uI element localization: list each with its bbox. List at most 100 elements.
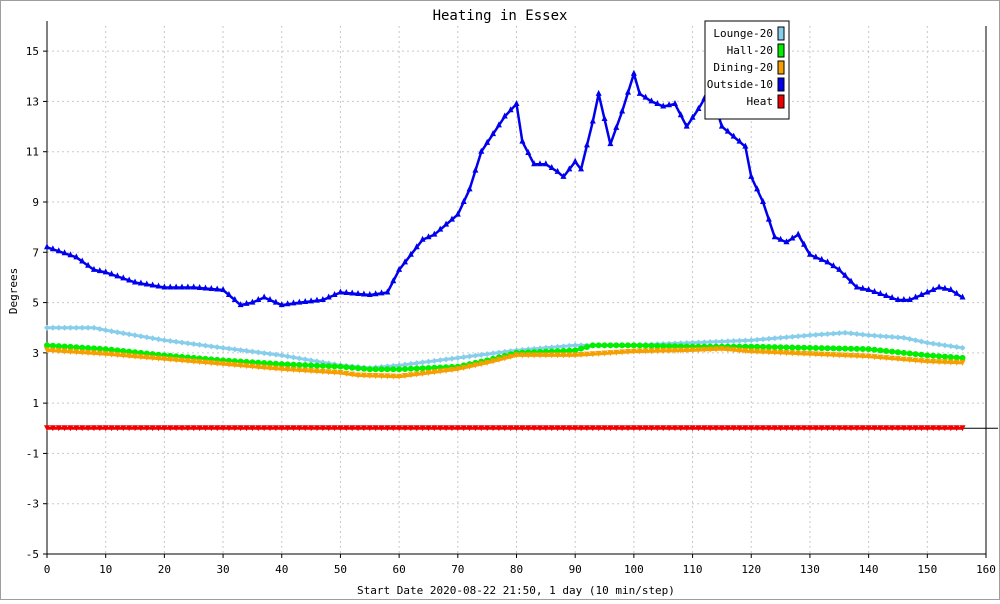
- legend-swatch: [777, 60, 785, 75]
- data-point: [783, 350, 790, 357]
- data-point: [765, 343, 772, 350]
- legend-label: Outside-10: [707, 78, 773, 91]
- data-point: [906, 357, 913, 364]
- data-point: [237, 425, 244, 432]
- data-point: [795, 344, 802, 351]
- data-point: [466, 425, 473, 432]
- data-point: [783, 425, 790, 432]
- x-tick-label: 60: [393, 563, 406, 576]
- data-point: [460, 364, 467, 371]
- data-point: [184, 425, 191, 432]
- data-point: [947, 343, 954, 350]
- data-point: [701, 425, 708, 432]
- data-point: [384, 425, 391, 432]
- data-point: [589, 425, 596, 432]
- data-point: [912, 337, 919, 344]
- data-point: [853, 331, 860, 337]
- data-point: [865, 286, 872, 292]
- data-point: [642, 93, 649, 100]
- data-point: [114, 425, 121, 432]
- data-point: [848, 352, 855, 359]
- data-point: [143, 334, 150, 341]
- data-point: [889, 355, 896, 362]
- data-point: [237, 301, 244, 308]
- data-point: [748, 172, 755, 179]
- data-point: [495, 349, 502, 356]
- data-point: [583, 351, 590, 358]
- data-point: [495, 356, 502, 363]
- data-point: [754, 348, 761, 355]
- data-point: [936, 359, 943, 366]
- data-point: [85, 344, 92, 351]
- data-point: [572, 425, 579, 432]
- data-point: [61, 324, 68, 331]
- data-point: [308, 368, 315, 375]
- data-point: [812, 351, 819, 358]
- data-point: [660, 425, 667, 432]
- data-point: [231, 362, 238, 369]
- data-point: [859, 331, 866, 338]
- data-point: [765, 425, 772, 432]
- data-point: [894, 349, 901, 356]
- data-point: [607, 350, 614, 357]
- data-point: [666, 347, 673, 354]
- data-point: [853, 283, 860, 290]
- data-point: [578, 425, 585, 432]
- data-point: [284, 300, 291, 307]
- data-point: [413, 360, 420, 367]
- data-point: [953, 289, 960, 296]
- data-point: [900, 296, 907, 303]
- data-point: [302, 356, 309, 363]
- data-point: [583, 425, 590, 432]
- x-tick-label: 0: [44, 563, 51, 576]
- data-point: [595, 350, 602, 357]
- data-point: [255, 296, 262, 303]
- data-point: [648, 425, 655, 432]
- data-point: [877, 347, 884, 354]
- data-point: [936, 283, 943, 290]
- data-point: [900, 334, 907, 341]
- data-point: [126, 353, 133, 360]
- data-point: [167, 425, 174, 432]
- data-point: [108, 346, 115, 353]
- data-point: [613, 342, 620, 349]
- data-point: [566, 165, 573, 172]
- data-point: [431, 230, 438, 237]
- data-point: [319, 362, 326, 369]
- data-point: [630, 69, 637, 76]
- data-point: [877, 425, 884, 432]
- data-point: [842, 425, 849, 432]
- data-point: [478, 361, 485, 368]
- data-point: [290, 425, 297, 432]
- data-point: [284, 366, 291, 373]
- data-point: [137, 333, 144, 340]
- data-point: [214, 285, 221, 292]
- data-point: [613, 349, 620, 356]
- data-point: [789, 350, 796, 357]
- data-point: [671, 425, 678, 432]
- data-point: [90, 425, 97, 432]
- data-point: [789, 234, 796, 241]
- data-point: [824, 331, 831, 337]
- data-point: [308, 357, 315, 364]
- data-point: [836, 425, 843, 432]
- data-point: [836, 330, 843, 337]
- x-tick-label: 70: [451, 563, 464, 576]
- data-point: [425, 358, 432, 365]
- data-point: [889, 425, 896, 432]
- data-point: [601, 425, 608, 432]
- data-point: [748, 337, 755, 344]
- data-point: [742, 348, 749, 355]
- data-point: [272, 425, 279, 432]
- data-point: [660, 347, 667, 354]
- data-point: [349, 371, 356, 378]
- data-point: [126, 276, 133, 283]
- data-point: [372, 366, 379, 373]
- x-tick-label: 110: [683, 563, 703, 576]
- data-point: [302, 297, 309, 304]
- data-point: [61, 348, 68, 355]
- data-point: [319, 368, 326, 375]
- data-point: [155, 282, 162, 289]
- data-point: [724, 338, 731, 345]
- data-point: [472, 352, 479, 359]
